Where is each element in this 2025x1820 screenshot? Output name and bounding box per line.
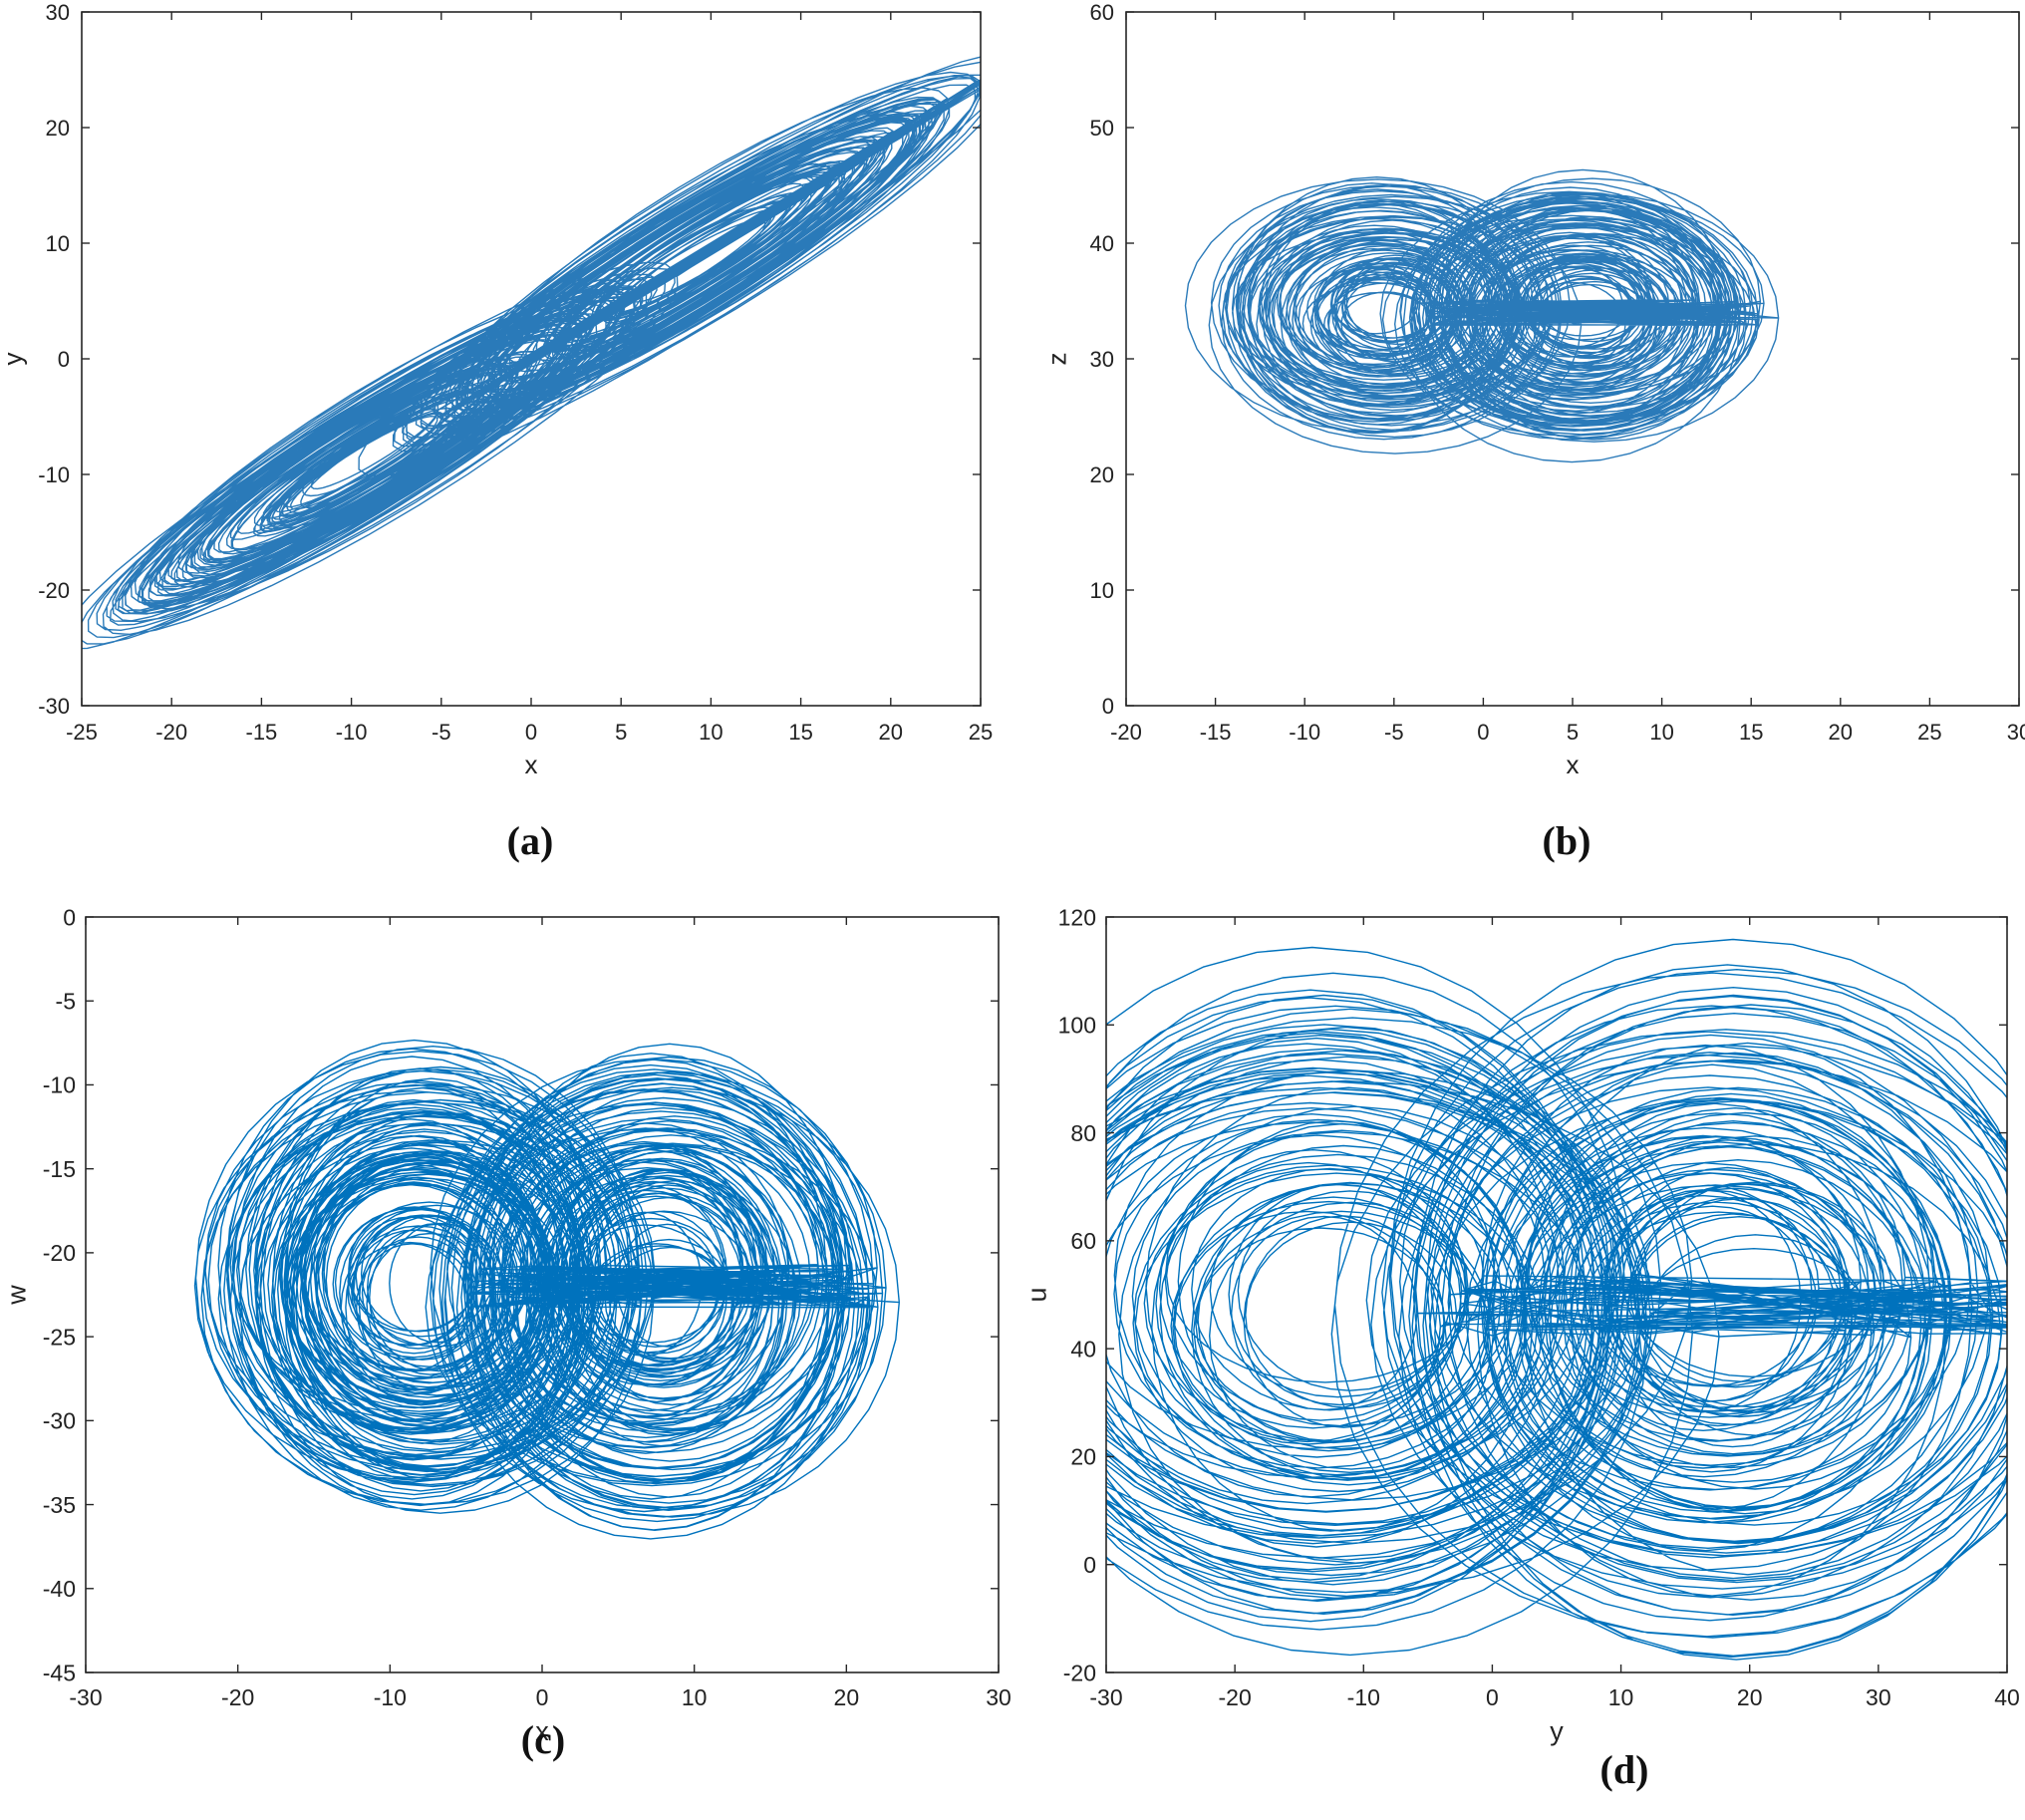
x-tick-label-d: 40 bbox=[1994, 1684, 2020, 1710]
y-tick-label-a: 30 bbox=[46, 0, 70, 25]
y-tick-label-a: -20 bbox=[38, 578, 70, 603]
x-tick-label-b: 20 bbox=[1829, 720, 1853, 745]
y-tick-label-a: 20 bbox=[46, 116, 70, 141]
y-tick-label-d: 80 bbox=[1070, 1120, 1096, 1146]
y-axis-title-d: u bbox=[1021, 1287, 1051, 1302]
y-tick-label-c: -20 bbox=[43, 1240, 76, 1266]
x-tick-label-b: 5 bbox=[1567, 720, 1579, 745]
x-tick-label-a: 20 bbox=[879, 720, 903, 745]
y-tick-label-c: -35 bbox=[43, 1492, 76, 1518]
x-tick-label-a: 10 bbox=[699, 720, 723, 745]
y-axis-title-c: w bbox=[1, 1285, 31, 1306]
x-tick-label-b: 30 bbox=[2007, 720, 2025, 745]
trajectory-line-d bbox=[1106, 938, 2007, 1661]
x-tick-label-a: 5 bbox=[615, 720, 627, 745]
y-tick-label-b: 10 bbox=[1090, 578, 1114, 603]
x-tick-label-a: -10 bbox=[336, 720, 368, 745]
x-tick-label-b: 15 bbox=[1739, 720, 1763, 745]
trajectory-group-a bbox=[82, 56, 981, 650]
caption-a: (a) bbox=[506, 818, 554, 863]
x-tick-label-c: -30 bbox=[69, 1684, 102, 1710]
y-tick-label-b: 20 bbox=[1090, 462, 1114, 487]
x-tick-label-c: 30 bbox=[986, 1684, 1012, 1710]
x-tick-label-b: -10 bbox=[1289, 720, 1320, 745]
x-tick-label-a: -25 bbox=[66, 720, 98, 745]
x-tick-label-c: -20 bbox=[221, 1684, 254, 1710]
y-tick-label-c: -5 bbox=[56, 989, 76, 1015]
x-tick-label-d: -20 bbox=[1219, 1684, 1252, 1710]
y-tick-label-a: 0 bbox=[58, 347, 70, 372]
x-tick-label-b: 10 bbox=[1649, 720, 1673, 745]
y-tick-label-d: -20 bbox=[1063, 1660, 1096, 1685]
x-axis-title-b: x bbox=[1567, 750, 1580, 779]
x-tick-label-a: -5 bbox=[432, 720, 451, 745]
x-axis-title-a: x bbox=[525, 750, 538, 779]
x-tick-label-b: -20 bbox=[1110, 720, 1142, 745]
y-tick-label-b: 60 bbox=[1090, 0, 1114, 25]
y-tick-label-c: 0 bbox=[63, 904, 76, 930]
trajectory-line-b bbox=[1184, 168, 1780, 463]
x-tick-label-d: -10 bbox=[1347, 1684, 1380, 1710]
x-tick-label-d: 20 bbox=[1737, 1684, 1763, 1710]
y-tick-label-d: 0 bbox=[1083, 1552, 1096, 1578]
y-tick-label-b: 30 bbox=[1090, 347, 1114, 372]
y-tick-label-d: 40 bbox=[1070, 1336, 1096, 1362]
x-tick-label-c: -10 bbox=[374, 1684, 407, 1710]
y-axis-title-a: y bbox=[0, 353, 28, 366]
panel-b-chart: -20 -15 -10 -5 0 5 10 15 20 25 30 0 10 20 30 40 50 60 x z bbox=[1042, 0, 2025, 779]
x-axis-title-d: y bbox=[1550, 1716, 1564, 1746]
caption-d: (d) bbox=[1599, 1747, 1649, 1792]
caption-b: (b) bbox=[1542, 818, 1591, 863]
y-tick-label-d: 100 bbox=[1058, 1013, 1096, 1039]
y-tick-label-a: -10 bbox=[38, 462, 70, 487]
x-axis-title-c: x bbox=[535, 1716, 549, 1746]
trajectory-group-b bbox=[1184, 168, 1780, 463]
x-tick-label-a: 25 bbox=[969, 720, 993, 745]
trajectory-group-c bbox=[193, 1039, 900, 1540]
x-tick-label-d: -30 bbox=[1089, 1684, 1122, 1710]
y-tick-label-b: 40 bbox=[1090, 231, 1114, 256]
caption-c: (c) bbox=[520, 1717, 566, 1762]
y-tick-label-c: -40 bbox=[43, 1576, 76, 1602]
y-tick-label-a: -30 bbox=[38, 694, 70, 719]
y-tick-label-a: 10 bbox=[46, 231, 70, 256]
y-axis-title-b: z bbox=[1042, 353, 1072, 366]
x-tick-label-b: 0 bbox=[1477, 720, 1489, 745]
y-tick-label-c: -25 bbox=[43, 1324, 76, 1350]
x-tick-label-a: -20 bbox=[155, 720, 187, 745]
y-tick-label-c: -15 bbox=[43, 1156, 76, 1182]
trajectory-line-a bbox=[82, 56, 981, 650]
x-tick-label-c: 0 bbox=[536, 1684, 549, 1710]
y-tick-label-d: 120 bbox=[1058, 904, 1096, 930]
panel-a-chart: -25 -20 -15 -10 -5 0 5 10 15 20 25 -30 -20 -10 0 10 20 30… bbox=[0, 0, 993, 779]
y-tick-label-b: 50 bbox=[1090, 116, 1114, 141]
x-tick-label-d: 30 bbox=[1866, 1684, 1891, 1710]
y-tick-label-c: -45 bbox=[43, 1660, 76, 1685]
y-tick-label-d: 60 bbox=[1070, 1228, 1096, 1254]
y-tick-label-d: 20 bbox=[1070, 1444, 1096, 1470]
y-tick-label-b: 0 bbox=[1102, 694, 1114, 719]
x-tick-label-b: -15 bbox=[1200, 720, 1232, 745]
trajectory-group-d bbox=[1106, 938, 2007, 1661]
y-tick-label-c: -30 bbox=[43, 1408, 76, 1434]
plot-frame-d bbox=[1105, 916, 2008, 1673]
x-tick-label-a: -15 bbox=[246, 720, 278, 745]
y-tick-label-c: -10 bbox=[43, 1072, 76, 1098]
x-tick-label-a: 0 bbox=[525, 720, 537, 745]
x-tick-label-c: 10 bbox=[682, 1684, 708, 1710]
x-tick-label-b: -5 bbox=[1384, 720, 1404, 745]
trajectory-line-c bbox=[193, 1039, 900, 1540]
x-tick-label-d: 10 bbox=[1608, 1684, 1634, 1710]
x-tick-label-d: 0 bbox=[1486, 1684, 1499, 1710]
x-tick-label-c: 20 bbox=[834, 1684, 860, 1710]
x-tick-label-b: 25 bbox=[1917, 720, 1941, 745]
x-tick-label-a: 15 bbox=[788, 720, 812, 745]
panel-c-chart: -30 -20 -10 0 10 20 30 0 -5 -10 -15 -20 -25 -30 -35 -40… bbox=[1, 904, 1011, 1746]
